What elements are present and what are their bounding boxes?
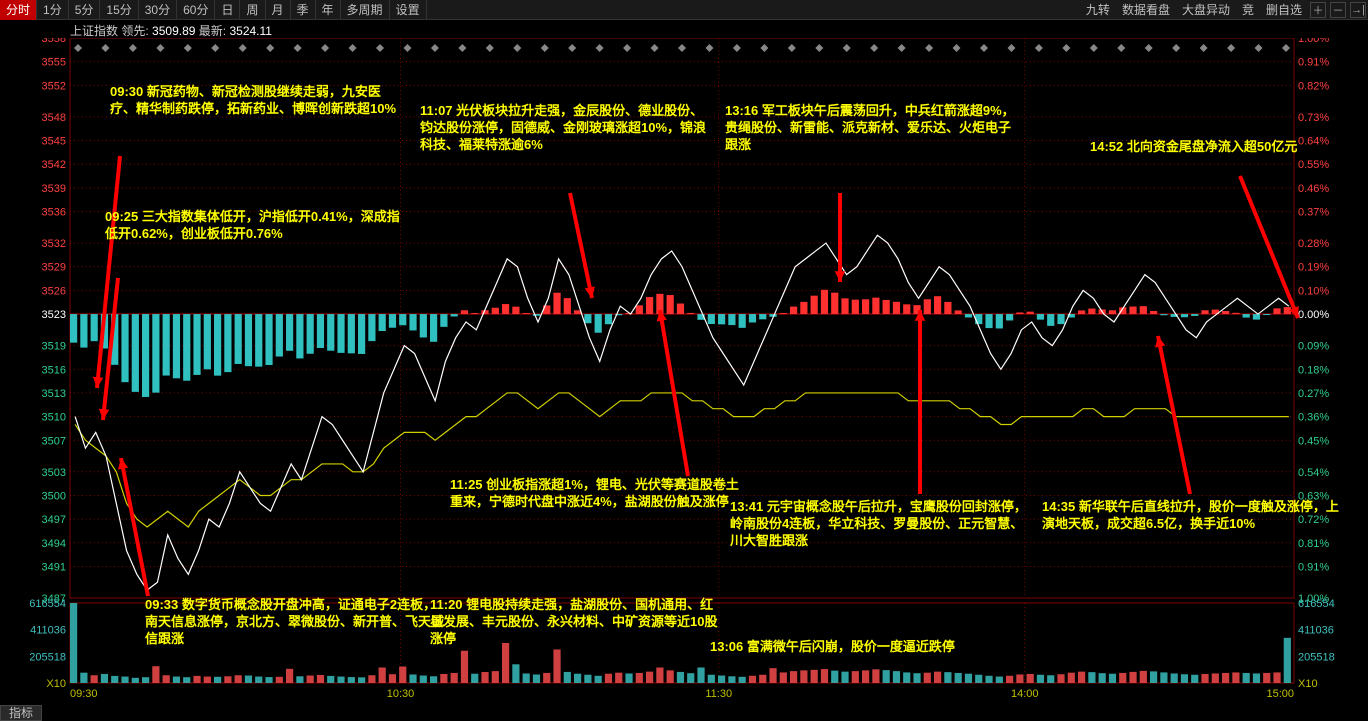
lead-label: 领先: (121, 24, 148, 38)
svg-text:3510: 3510 (42, 412, 66, 424)
period-tab-60分[interactable]: 60分 (177, 0, 215, 20)
svg-text:411036: 411036 (30, 625, 66, 637)
svg-text:3526: 3526 (42, 285, 66, 297)
period-tab-5分[interactable]: 5分 (69, 0, 101, 20)
svg-text:0.64%: 0.64% (1298, 136, 1329, 148)
period-tab-日[interactable]: 日 (215, 0, 240, 20)
svg-text:0.09%: 0.09% (1298, 341, 1329, 353)
indicator-footer: 指标 (0, 705, 42, 721)
svg-text:616554: 616554 (30, 598, 66, 610)
svg-text:3497: 3497 (42, 514, 66, 526)
svg-text:11:30: 11:30 (705, 688, 732, 700)
svg-text:0.91%: 0.91% (1298, 57, 1329, 69)
svg-text:0.19%: 0.19% (1298, 262, 1329, 274)
svg-text:3503: 3503 (42, 467, 66, 479)
period-tab-季[interactable]: 季 (291, 0, 316, 20)
svg-text:X10: X10 (46, 678, 66, 690)
svg-text:0.81%: 0.81% (1298, 538, 1329, 550)
svg-text:0.54%: 0.54% (1298, 467, 1329, 479)
period-tab-周[interactable]: 周 (240, 0, 265, 20)
period-toolbar: 分时1分5分15分30分60分日周月季年多周期设置 九转数据看盘大盘异动竞删自选… (0, 0, 1368, 20)
svg-text:0.45%: 0.45% (1298, 435, 1329, 447)
svg-text:411036: 411036 (1298, 625, 1334, 637)
svg-text:0.00%: 0.00% (1298, 309, 1329, 321)
svg-text:0.91%: 0.91% (1298, 561, 1329, 573)
toolbar-icon[interactable]: ＋ (1310, 2, 1326, 18)
last-value: 3524.11 (229, 24, 272, 38)
toolbar-icon[interactable]: →| (1350, 2, 1366, 18)
svg-text:3552: 3552 (42, 80, 66, 92)
svg-text:3507: 3507 (42, 435, 66, 447)
period-tab-月[interactable]: 月 (266, 0, 291, 20)
svg-text:0.27%: 0.27% (1298, 388, 1329, 400)
svg-text:3542: 3542 (42, 159, 66, 171)
svg-text:3491: 3491 (42, 561, 66, 573)
root: { "toolbar": { "tabs": ["分时","1分","5分","… (0, 0, 1368, 721)
svg-text:3494: 3494 (42, 538, 66, 550)
period-tab-年[interactable]: 年 (316, 0, 341, 20)
svg-text:X10: X10 (1298, 678, 1318, 690)
last-label: 最新: (199, 24, 226, 38)
svg-text:616554: 616554 (1298, 598, 1335, 610)
svg-text:0.55%: 0.55% (1298, 159, 1329, 171)
svg-text:3500: 3500 (42, 490, 66, 502)
svg-text:0.72%: 0.72% (1298, 514, 1329, 526)
period-tab-15分[interactable]: 15分 (100, 0, 138, 20)
period-tab-1分[interactable]: 1分 (37, 0, 69, 20)
svg-text:3516: 3516 (42, 364, 66, 376)
toolbar-btn[interactable]: 删自选 (1260, 0, 1308, 20)
svg-text:3539: 3539 (42, 183, 66, 195)
svg-text:0.46%: 0.46% (1298, 183, 1329, 195)
svg-text:09:30: 09:30 (70, 688, 98, 700)
svg-text:0.82%: 0.82% (1298, 80, 1329, 92)
toolbar-btn[interactable]: 竞 (1236, 0, 1260, 20)
svg-text:14:00: 14:00 (1011, 688, 1039, 700)
svg-text:0.28%: 0.28% (1298, 238, 1329, 250)
svg-text:1.00%: 1.00% (1298, 38, 1329, 45)
svg-text:205518: 205518 (30, 651, 66, 663)
indicator-tab[interactable]: 指标 (0, 705, 42, 721)
quote-info: 上证指数 领先: 3509.89 最新: 3524.11 (70, 22, 272, 39)
svg-text:205518: 205518 (1298, 651, 1335, 663)
lead-value: 3509.89 (152, 24, 195, 38)
period-tab-30分[interactable]: 30分 (139, 0, 177, 20)
svg-text:10:30: 10:30 (387, 688, 415, 700)
svg-text:0.10%: 0.10% (1298, 285, 1329, 297)
intraday-chart[interactable]: 3558 1.00% 3555 0.91% 3552 0.82% 3548 0.73% 3545… (30, 38, 1338, 703)
svg-text:3513: 3513 (42, 388, 66, 400)
index-name: 上证指数 (70, 24, 118, 38)
svg-text:3555: 3555 (42, 57, 66, 69)
svg-text:15:00: 15:00 (1266, 688, 1294, 700)
svg-text:3558: 3558 (42, 38, 66, 45)
period-tab-分时[interactable]: 分时 (0, 0, 37, 20)
svg-text:0.37%: 0.37% (1298, 207, 1329, 219)
svg-text:0.73%: 0.73% (1298, 112, 1329, 124)
toolbar-icon[interactable]: － (1330, 2, 1346, 18)
svg-text:3519: 3519 (42, 341, 66, 353)
period-tab-设置[interactable]: 设置 (390, 0, 427, 20)
svg-text:3548: 3548 (42, 112, 66, 124)
svg-text:3532: 3532 (42, 238, 66, 250)
svg-text:0.63%: 0.63% (1298, 490, 1329, 502)
svg-text:3529: 3529 (42, 262, 66, 274)
period-tab-多周期[interactable]: 多周期 (341, 0, 390, 20)
svg-text:0.18%: 0.18% (1298, 364, 1329, 376)
toolbar-btn[interactable]: 数据看盘 (1116, 0, 1176, 20)
svg-text:3523: 3523 (42, 309, 66, 321)
svg-text:0.36%: 0.36% (1298, 412, 1329, 424)
toolbar-btn[interactable]: 大盘异动 (1176, 0, 1236, 20)
svg-text:3536: 3536 (42, 207, 66, 219)
svg-text:3545: 3545 (42, 136, 66, 148)
toolbar-btn[interactable]: 九转 (1080, 0, 1116, 20)
